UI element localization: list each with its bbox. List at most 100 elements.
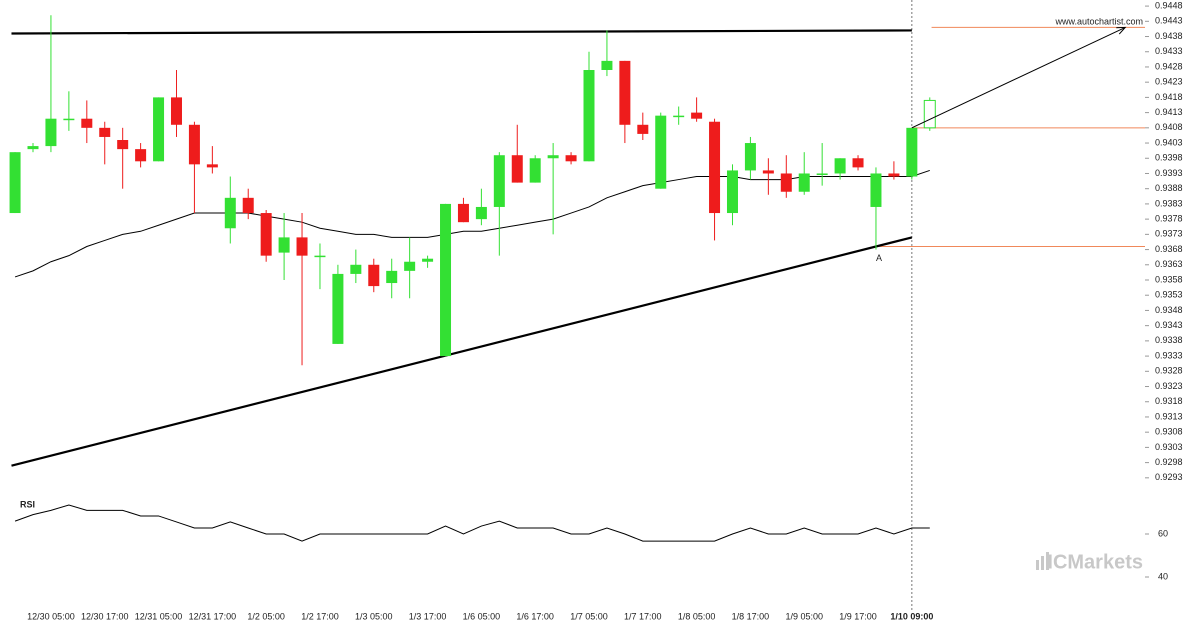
candle-body <box>852 158 864 168</box>
candle-body <box>475 206 487 220</box>
y-tick-label: 0.9318 <box>1155 396 1183 406</box>
candle-body <box>81 118 93 128</box>
x-tick-label: 12/31 17:00 <box>189 611 237 621</box>
candle-body <box>870 173 882 207</box>
y-tick-label: 0.9438 <box>1155 31 1183 41</box>
candle-body <box>368 264 380 287</box>
y-tick-label: 0.9303 <box>1155 442 1183 452</box>
candle-body <box>888 173 900 177</box>
candle-body <box>923 99 936 129</box>
candle-body <box>386 270 398 284</box>
trend-line <box>11 236 913 467</box>
y-tick-label: 0.9333 <box>1155 350 1183 360</box>
y-tick-label: 0.9373 <box>1155 229 1183 239</box>
rsi-line <box>14 504 930 542</box>
y-tick-label: 0.9298 <box>1155 457 1183 467</box>
y-tick-label: 0.9418 <box>1155 92 1183 102</box>
candle-body <box>188 124 200 165</box>
x-tick-label: 1/8 17:00 <box>732 611 770 621</box>
y-tick-label: 0.9353 <box>1155 290 1183 300</box>
candle-body <box>673 115 685 118</box>
candle-body <box>9 152 21 214</box>
candle-body <box>798 173 810 192</box>
candle-body <box>744 143 756 171</box>
y-tick-label: 0.9428 <box>1155 61 1183 71</box>
candle-body <box>27 146 39 150</box>
candle-body <box>709 121 721 214</box>
y-tick-label: 0.9348 <box>1155 305 1183 315</box>
x-tick-label: 1/3 05:00 <box>355 611 393 621</box>
y-tick-label: 0.9378 <box>1155 214 1183 224</box>
candle-body <box>224 197 236 229</box>
trend-line <box>11 29 912 35</box>
candle-body <box>637 124 649 134</box>
moving-average <box>14 169 930 278</box>
y-tick-label: 0.9368 <box>1155 244 1183 254</box>
candle-body <box>63 118 75 121</box>
rsi-label: RSI <box>20 499 35 509</box>
y-tick-label: 0.9413 <box>1155 107 1183 117</box>
y-tick-label: 0.9443 <box>1155 16 1183 26</box>
candle-body <box>117 140 129 150</box>
x-tick-label: 12/30 05:00 <box>27 611 75 621</box>
x-tick-label: 1/7 17:00 <box>624 611 662 621</box>
x-tick-label: 1/2 17:00 <box>301 611 339 621</box>
x-tick-label: 1/8 05:00 <box>678 611 716 621</box>
x-tick-label: 1/2 05:00 <box>247 611 285 621</box>
y-tick-label: 0.9323 <box>1155 381 1183 391</box>
candle-body <box>422 258 434 262</box>
candle-body <box>834 158 846 174</box>
y-tick-label: 0.9398 <box>1155 153 1183 163</box>
rsi-y-tick-label: 40 <box>1158 571 1168 581</box>
candle-body <box>780 173 792 192</box>
candle-body <box>691 112 703 119</box>
y-tick-label: 0.9448 <box>1155 0 1183 10</box>
y-tick-label: 0.9383 <box>1155 198 1183 208</box>
watermark: ICMarkets <box>1047 551 1143 573</box>
candle-body <box>242 197 254 214</box>
y-tick-label: 0.9358 <box>1155 274 1183 284</box>
candle-body <box>493 155 505 207</box>
y-tick-label: 0.9328 <box>1155 366 1183 376</box>
candle-body <box>153 97 165 162</box>
candle-body <box>206 164 218 168</box>
candle-body <box>260 213 272 256</box>
x-tick-label: 1/10 09:00 <box>890 611 933 621</box>
annotation: A <box>876 253 882 263</box>
y-tick-label: 0.9293 <box>1155 472 1183 482</box>
candle-body <box>529 158 541 183</box>
y-tick-label: 0.9403 <box>1155 137 1183 147</box>
y-tick-label: 0.9408 <box>1155 122 1183 132</box>
candle-body <box>404 261 416 271</box>
candle-body <box>296 237 308 256</box>
candle-body <box>314 255 326 258</box>
candle-body <box>816 173 828 175</box>
y-tick-label: 0.9313 <box>1155 411 1183 421</box>
x-tick-label: 1/9 05:00 <box>785 611 823 621</box>
x-tick-label: 1/7 05:00 <box>570 611 608 621</box>
x-tick-label: 1/3 17:00 <box>409 611 447 621</box>
candle-body <box>278 237 290 253</box>
source-label: www.autochartist.com <box>1054 16 1143 26</box>
y-tick-label: 0.9343 <box>1155 320 1183 330</box>
y-tick-label: 0.9338 <box>1155 335 1183 345</box>
arrow-head <box>1116 26 1127 35</box>
candle-body <box>619 60 631 125</box>
candle-body <box>583 70 595 162</box>
y-tick-label: 0.9433 <box>1155 46 1183 56</box>
y-tick-label: 0.9388 <box>1155 183 1183 193</box>
y-tick-label: 0.9363 <box>1155 259 1183 269</box>
y-tick-label: 0.9308 <box>1155 427 1183 437</box>
candle-body <box>99 127 111 137</box>
candle-body <box>726 170 738 214</box>
candle-body <box>45 118 57 147</box>
candle-body <box>762 170 774 174</box>
x-tick-label: 1/9 17:00 <box>839 611 877 621</box>
y-tick-label: 0.9393 <box>1155 168 1183 178</box>
candle-body <box>440 203 452 357</box>
candle-body <box>906 127 918 177</box>
candle-body <box>655 115 667 189</box>
x-tick-label: 12/30 17:00 <box>81 611 129 621</box>
candle-body <box>565 155 577 162</box>
